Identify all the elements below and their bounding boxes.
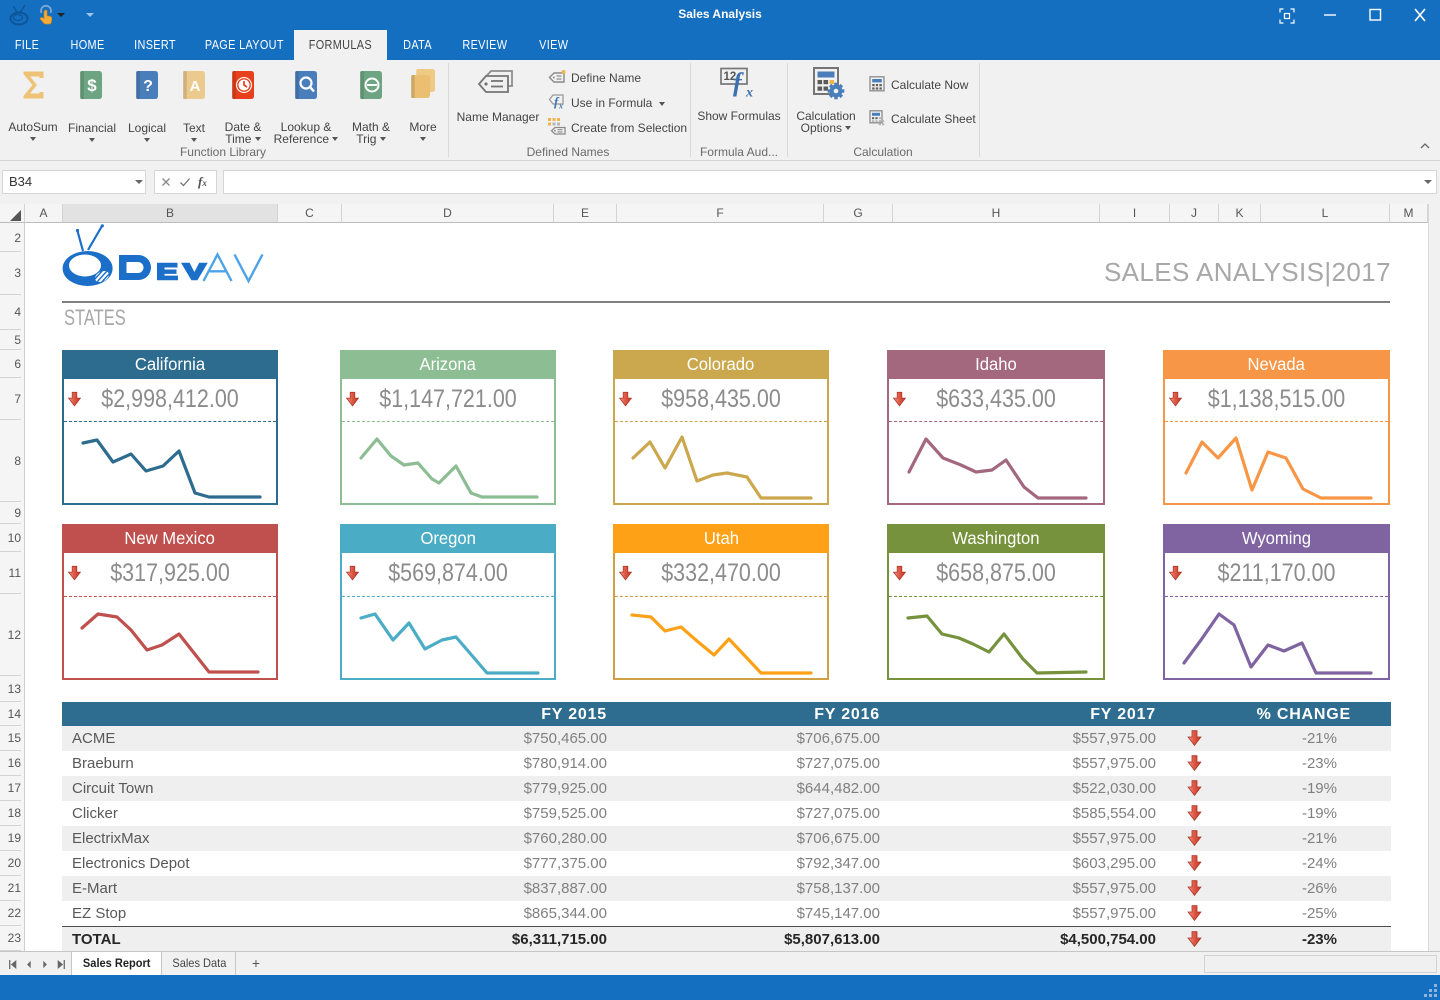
svg-text:?: ? [143, 78, 153, 95]
svg-text:x: x [558, 102, 563, 110]
svg-text:f: f [733, 68, 744, 97]
svg-text:$: $ [87, 76, 97, 95]
svg-text:f: f [554, 94, 560, 109]
svg-text:12: 12 [724, 71, 737, 83]
svg-text:x: x [745, 86, 753, 98]
svg-text:A: A [190, 78, 201, 95]
